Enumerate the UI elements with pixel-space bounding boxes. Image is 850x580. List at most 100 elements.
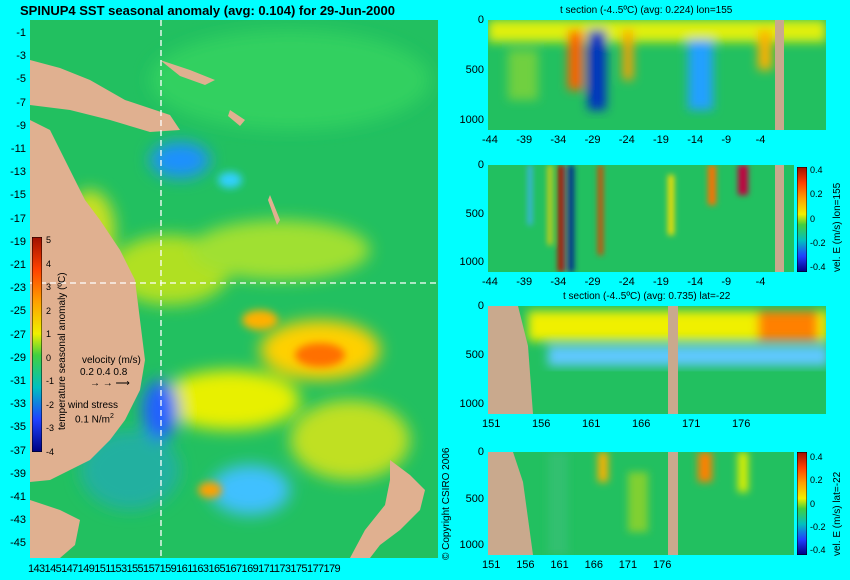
panel-2-colorbar-tick: 0 [810, 213, 816, 224]
panel-2-colorbar [797, 167, 807, 272]
panel-1-title: t section (-4..5ºC) (avg: 0.224) lon=155 [560, 5, 733, 16]
panel-4-colorbar-tick: 0.2 [810, 475, 823, 486]
panel-4-side-label: vel. E (m/s) lat=-22 [832, 471, 843, 556]
map-colorbar-tick: 2 [46, 305, 52, 316]
map-y-tick: -1 [16, 27, 26, 39]
panel-4-colorbar-tick: 0.4 [810, 452, 823, 462]
panel-3-section [488, 306, 826, 414]
map-colorbar-tick: 1 [46, 329, 52, 339]
map-y-tick: -45 [10, 537, 26, 550]
panel-3-y-tick: 0 [477, 300, 484, 312]
panel-3-x-tick: 151 [482, 418, 501, 430]
map-y-tick: -29 [10, 351, 26, 364]
map-y-tick: -23 [10, 282, 26, 295]
map-y-tick: -43 [10, 514, 26, 527]
map-y-tick: -3 [16, 50, 26, 63]
map-y-tick: -19 [10, 235, 26, 248]
panel-3-x-tick: 171 [682, 418, 701, 430]
panel-1-y-tick: 500 [465, 64, 484, 76]
panel-3-title: t section (-4..5ºC) (avg: 0.735) lat=-22 [563, 291, 731, 302]
panel-4-colorbar [797, 452, 807, 555]
panel-4-y-tick: 500 [465, 492, 484, 505]
map-y-ticks: -1 -3 -5 -7 -9 -11 -13 -15 -17 -19 -21 -23 -25 -27 -29… [0, 20, 28, 558]
map-y-tick: -41 [10, 491, 26, 503]
copyright-notice: © Copyright CSIRO 2006 [441, 447, 452, 560]
map-y-tick: -37 [10, 444, 26, 457]
panel-4-x-tick: 176 [653, 559, 672, 571]
panel-4-y-tick: 1000 [459, 539, 484, 551]
panel-4-x-tick: 151 [482, 559, 501, 571]
panel-4-x-tick: 161 [550, 559, 569, 571]
map-title: SPINUP4 SST seasonal anomaly (avg: 0.104… [20, 3, 395, 18]
panel-1-x-tick: -9 [721, 134, 732, 146]
map-colorbar-label: temperature seasonal anomaly (ºC) [57, 272, 68, 430]
map-colorbar-ticks: 5 4 3 2 1 0 -1 -2 -3 -4 [46, 235, 60, 457]
panel-4-x-tick: 166 [584, 559, 603, 571]
panel-1-x-tick: -34 [550, 134, 567, 146]
panel-1-x-tick: -39 [516, 134, 533, 146]
panel-1-x-tick: -44 [482, 134, 498, 146]
map-colorbar-tick: 0 [46, 352, 52, 363]
map-y-tick: -31 [10, 375, 26, 387]
panel-2-colorbar-tick: -0.4 [810, 262, 826, 272]
panel-2-y-tick: 0 [477, 159, 484, 171]
map-y-tick: -21 [10, 259, 26, 271]
map-colorbar-tick: 4 [46, 258, 52, 269]
panel-2-x-tick: -39 [516, 276, 533, 288]
panel-3-y-tick: 500 [465, 349, 484, 361]
panel-2-section [488, 165, 794, 272]
velocity-arrows-icon: → → ⟶ [90, 378, 130, 389]
panel-2-colorbar-tick: 0.4 [810, 165, 823, 175]
wind-label: wind stress [68, 400, 119, 411]
map-y-tick: -7 [16, 96, 26, 109]
panel-2-y-tick: 500 [465, 207, 484, 220]
panel-2-x-tick: -14 [687, 276, 704, 288]
map-y-tick: -35 [10, 421, 26, 434]
panel-4-colorbar-tick: 0 [810, 498, 816, 509]
panel-3-x-tick: 166 [632, 418, 651, 430]
map-colorbar-tick: -2 [46, 399, 55, 410]
velocity-label: velocity (m/s) [82, 355, 141, 366]
panel-1-y-tick: 0 [477, 14, 484, 26]
map-colorbar-tick: -1 [46, 376, 55, 386]
map-colorbar-tick: -4 [46, 446, 55, 457]
map-y-tick: -5 [16, 73, 26, 86]
panel-4-x-tick: 156 [516, 559, 535, 571]
map-colorbar-tick: -3 [46, 423, 55, 433]
panel-2-x-tick: -19 [653, 276, 669, 288]
map-colorbar-tick: 3 [46, 282, 52, 292]
panel-2-x-tick: -34 [550, 276, 567, 288]
panel-3-x-tick: 161 [582, 418, 601, 430]
panel-4-section [488, 452, 794, 555]
panel-2-colorbar-tick: -0.2 [810, 237, 826, 248]
panel-3-x-tick: 156 [532, 418, 551, 430]
map-y-tick: -27 [10, 328, 26, 341]
map-y-tick: -17 [10, 212, 26, 225]
panel-1-x-tick: -29 [584, 134, 601, 146]
map-y-tick: -39 [10, 467, 26, 480]
panel-2-x-tick: -4 [755, 276, 766, 288]
map-colorbar-tick: 5 [46, 235, 52, 245]
panel-3-x-tick: 176 [732, 418, 751, 430]
panel-2-x-tick: -24 [618, 276, 635, 288]
wind-scale: 0.1 N/m2 [75, 413, 114, 426]
sst-anomaly-map [30, 20, 438, 558]
panel-1-x-tick: -4 [755, 134, 766, 146]
panel-4-colorbar-tick: -0.4 [810, 545, 826, 555]
panel-2-side-label: vel. E (m/s) lon=155 [832, 182, 843, 272]
panel-2-x-tick: -44 [482, 276, 498, 288]
map-y-tick: -13 [10, 166, 26, 179]
panel-3-y-tick: 1000 [459, 398, 484, 410]
map-x-ticks: 1431451471491511531551571591611631651671… [28, 563, 341, 575]
panel-2-x-tick: -9 [721, 276, 732, 288]
map-y-tick: -9 [16, 119, 26, 132]
panel-4-x-tick: 171 [618, 559, 638, 571]
map-y-tick: -25 [10, 305, 26, 318]
panel-4-y-tick: 0 [477, 446, 484, 458]
velocity-scale: 0.2 0.4 0.8 [80, 367, 128, 378]
map-y-tick: -15 [10, 189, 26, 202]
panel-2-colorbar-tick: 0.2 [810, 189, 823, 200]
panel-4-colorbar-tick: -0.2 [810, 521, 826, 532]
panel-2-y-tick: 1000 [459, 256, 484, 268]
map-colorbar [32, 237, 42, 452]
